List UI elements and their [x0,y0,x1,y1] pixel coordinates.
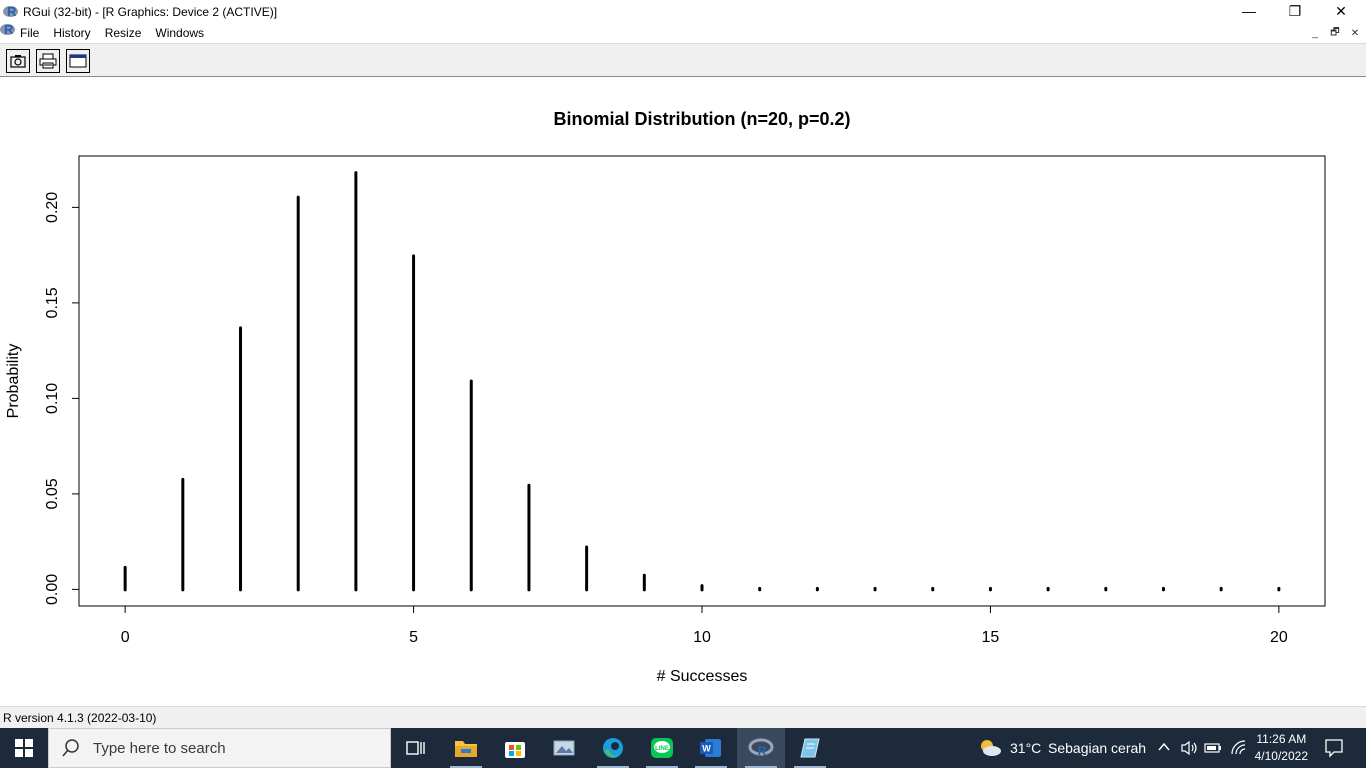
camera-icon [10,55,26,68]
y-tick-label: 0.10 [44,383,61,414]
task-view-icon [406,741,425,755]
binomial-chart: Binomial Distribution (n=20, p=0.2) 0 5 10… [5,109,1326,685]
x-axis-label: # Successes [657,668,748,685]
weather-temp[interactable]: 31°C [1010,740,1042,756]
close-button[interactable]: ✕ [1335,2,1347,19]
console-button[interactable] [66,49,90,73]
folder-icon [455,741,477,757]
menu-windows[interactable]: Windows [155,26,205,40]
taskbar-search[interactable]: Type here to search [48,728,391,768]
y-tick-label: 0.20 [44,192,61,223]
word-icon: W [700,739,721,757]
line-button[interactable]: LINE [638,728,686,768]
window-icon [69,54,87,68]
menu-resize[interactable]: Resize [104,26,142,40]
graphics-device: Binomial Distribution (n=20, p=0.2) 0 5 10… [0,78,1366,706]
printer-icon [39,53,57,69]
windows-taskbar: Type here to search [0,728,1366,768]
svg-text:R: R [758,744,767,758]
task-view-button[interactable] [392,728,440,768]
status-bar: R version 4.1.3 (2022-03-10) [0,706,1366,728]
store-icon [505,742,525,758]
y-axis-label: Probability [5,344,22,419]
clock-date: 4/10/2022 [1254,749,1308,763]
weather-icon [981,740,1001,756]
mdi-window-controls: _ 🗗 ✕ [1306,26,1364,40]
y-tick-label: 0.05 [44,478,61,509]
plot-box [78,155,1326,607]
chart-title: Binomial Distribution (n=20, p=0.2) [553,109,850,129]
maximize-button[interactable]: ❐ [1288,2,1302,19]
file-explorer-button[interactable] [442,728,490,768]
photos-icon [553,740,575,756]
clock-time: 11:26 AM [1256,732,1307,746]
edge-button[interactable] [589,728,637,768]
mdi-close-button[interactable]: ✕ [1350,27,1360,39]
line-app-icon: LINE [651,738,673,758]
x-tick-label: 5 [409,629,418,646]
windows-logo-icon [15,739,33,757]
battery-icon[interactable] [1204,741,1222,755]
svg-text:LINE: LINE [655,746,669,752]
menu-bar: R File History Resize Windows [0,22,1366,43]
taskbar-clock[interactable]: 11:26 AM 4/10/2022 [1255,731,1308,765]
toolbar [0,43,1366,77]
window-title: RGui (32-bit) - [R Graphics: Device 2 (A… [23,4,278,19]
x-tick-label: 0 [121,629,130,646]
x-tick-label: 15 [982,629,1000,646]
start-button[interactable] [0,728,48,768]
search-icon [62,739,79,757]
notepad-button[interactable] [786,728,834,768]
x-tick-label: 10 [693,629,711,646]
minimize-button[interactable]: — [1242,3,1256,19]
print-button[interactable] [36,49,60,73]
microsoft-store-button[interactable] [491,728,539,768]
copy-as-metafile-button[interactable] [6,49,30,73]
notepad-icon [800,738,820,758]
notification-icon[interactable] [1324,738,1344,758]
weather-description[interactable]: Sebagian cerah [1048,740,1147,756]
rgui-button[interactable]: R [737,728,785,768]
mdi-minimize-button[interactable]: _ [1312,27,1318,39]
x-tick-label: 20 [1270,629,1288,646]
word-button[interactable]: W [687,728,735,768]
y-tick-label: 0.15 [44,287,61,318]
volume-icon[interactable] [1180,740,1198,756]
r-app-icon: R [748,738,774,758]
svg-text:W: W [702,744,711,754]
wifi-icon[interactable] [1230,740,1248,756]
y-tick-label: 0.00 [44,574,61,605]
chevron-up-icon[interactable] [1158,742,1170,752]
menu-history[interactable]: History [53,26,91,40]
r-logo-icon: R [3,4,19,19]
menu-file[interactable]: File [20,26,40,40]
edge-icon [603,738,623,758]
search-placeholder: Type here to search [93,739,226,757]
title-bar: R RGui (32-bit) - [R Graphics: Device 2 … [0,0,1366,23]
photos-button[interactable] [540,728,588,768]
mdi-restore-button[interactable]: 🗗 [1330,26,1340,38]
